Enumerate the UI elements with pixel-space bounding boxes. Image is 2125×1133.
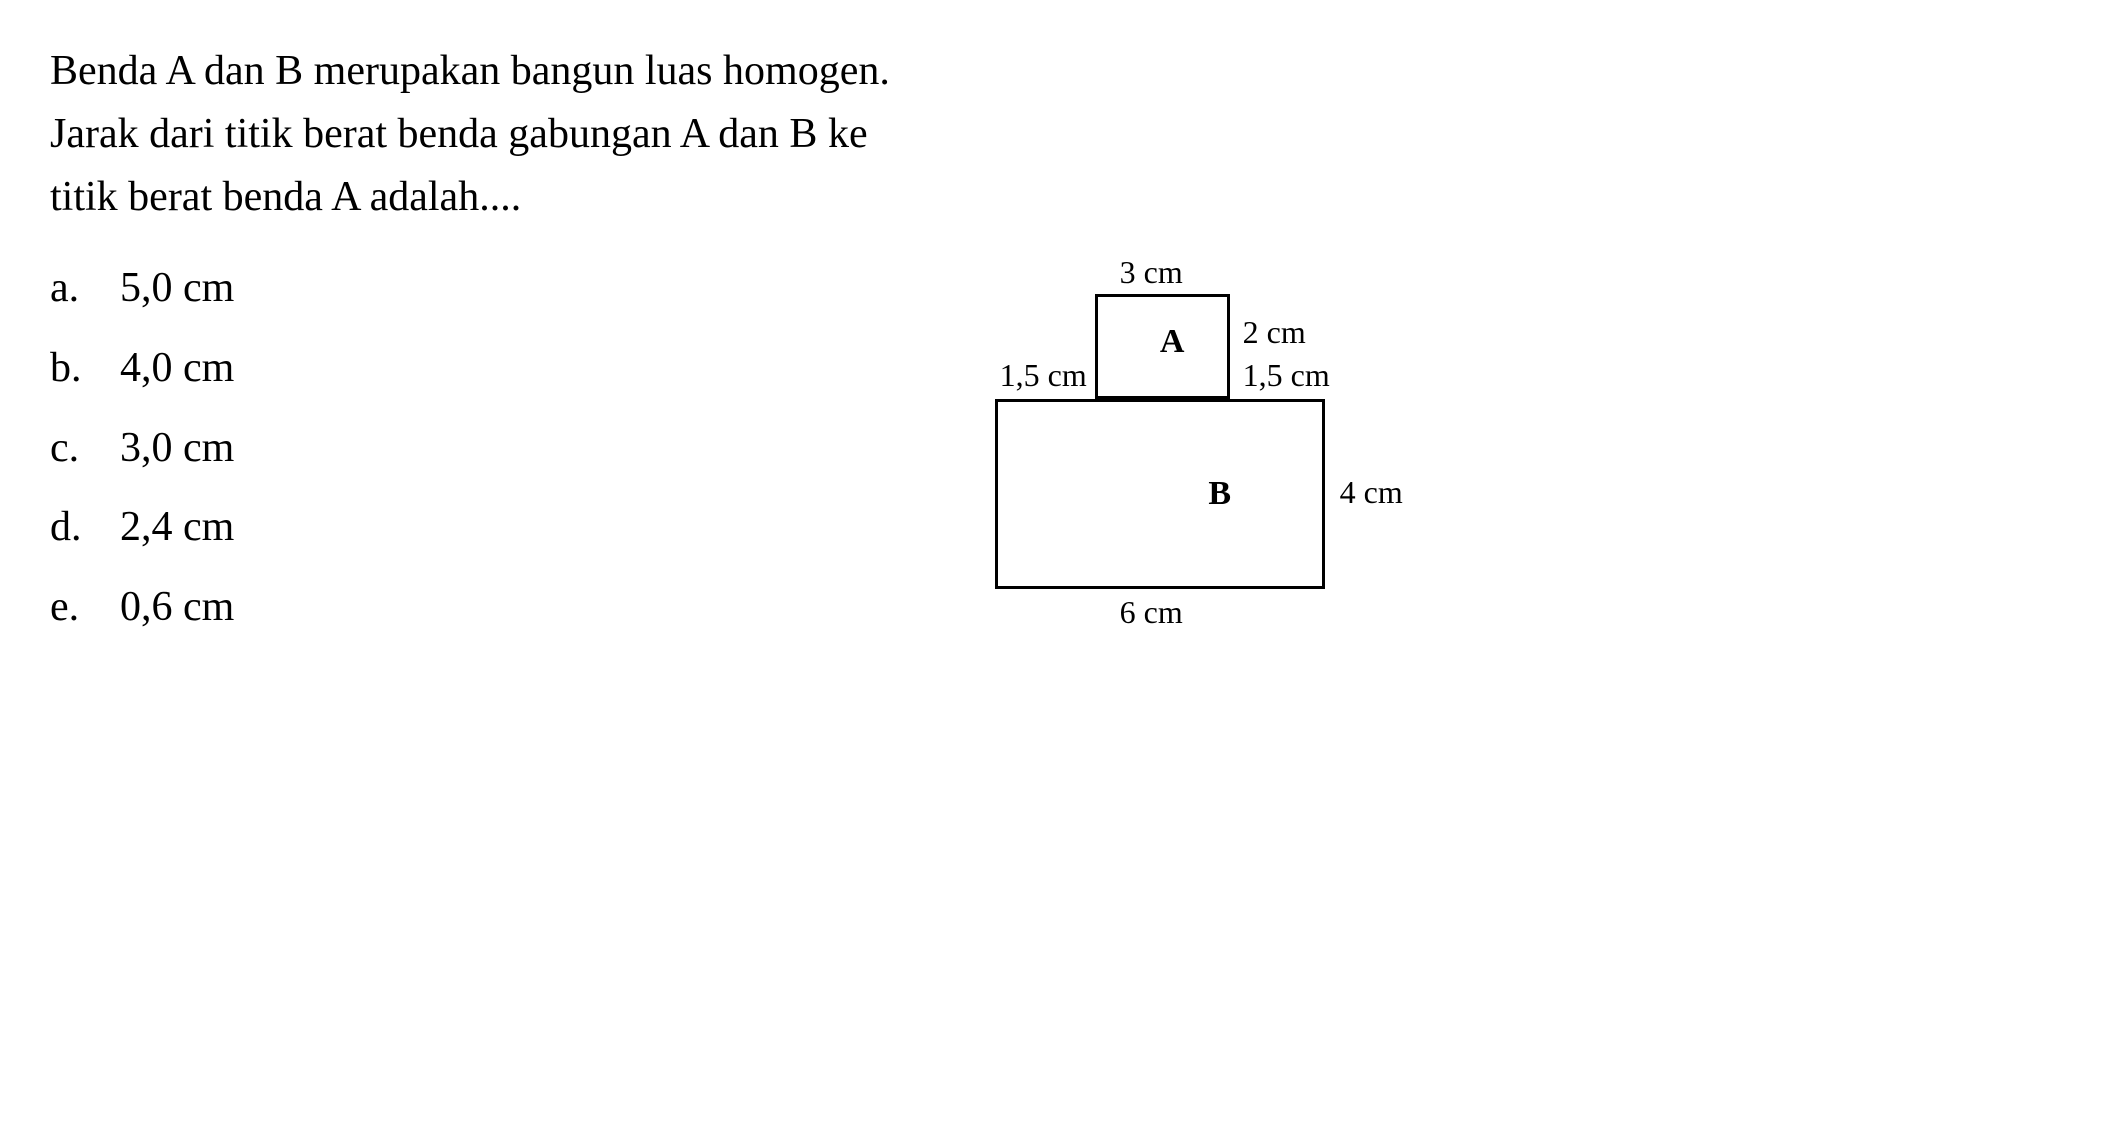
option-letter: a. xyxy=(50,249,120,329)
label-bottom-6cm: 6 cm xyxy=(1120,594,1183,631)
label-right-gap: 1,5 cm xyxy=(1243,357,1330,394)
option-b: b. 4,0 cm xyxy=(50,329,234,409)
content-row: a. 5,0 cm b. 4,0 cm c. 3,0 cm d. 2,4 cm … xyxy=(50,249,2075,679)
label-top-3cm: 3 cm xyxy=(1120,254,1183,291)
question-text: Benda A dan B merupakan bangun luas homo… xyxy=(50,40,2075,229)
option-letter: c. xyxy=(50,409,120,489)
label-right-4cm: 4 cm xyxy=(1340,474,1403,511)
question-line-1: Benda A dan B merupakan bangun luas homo… xyxy=(50,48,890,94)
options-list: a. 5,0 cm b. 4,0 cm c. 3,0 cm d. 2,4 cm … xyxy=(50,249,234,648)
option-letter: d. xyxy=(50,488,120,568)
shape-b-label: B xyxy=(1208,475,1231,513)
option-value: 2,4 cm xyxy=(120,488,234,568)
question-line-2: Jarak dari titik berat benda gabungan A … xyxy=(50,111,868,157)
option-c: c. 3,0 cm xyxy=(50,409,234,489)
diagram-container: B A 3 cm 2 cm 1,5 cm 1,5 cm 4 cm 6 cm xyxy=(294,249,2075,679)
question-line-3: titik berat benda A adalah.... xyxy=(50,174,521,220)
option-value: 3,0 cm xyxy=(120,409,234,489)
option-a: a. 5,0 cm xyxy=(50,249,234,329)
option-letter: e. xyxy=(50,568,120,648)
option-e: e. 0,6 cm xyxy=(50,568,234,648)
label-left-gap: 1,5 cm xyxy=(1000,357,1087,394)
option-value: 5,0 cm xyxy=(120,249,234,329)
option-letter: b. xyxy=(50,329,120,409)
option-value: 0,6 cm xyxy=(120,568,234,648)
shape-a-label: A xyxy=(1160,323,1185,361)
label-right-2cm: 2 cm xyxy=(1243,314,1306,351)
option-value: 4,0 cm xyxy=(120,329,234,409)
shape-a: A xyxy=(1095,294,1230,399)
shape-b: B xyxy=(995,399,1325,589)
diagram: B A 3 cm 2 cm 1,5 cm 1,5 cm 4 cm 6 cm xyxy=(925,259,1445,679)
option-d: d. 2,4 cm xyxy=(50,488,234,568)
